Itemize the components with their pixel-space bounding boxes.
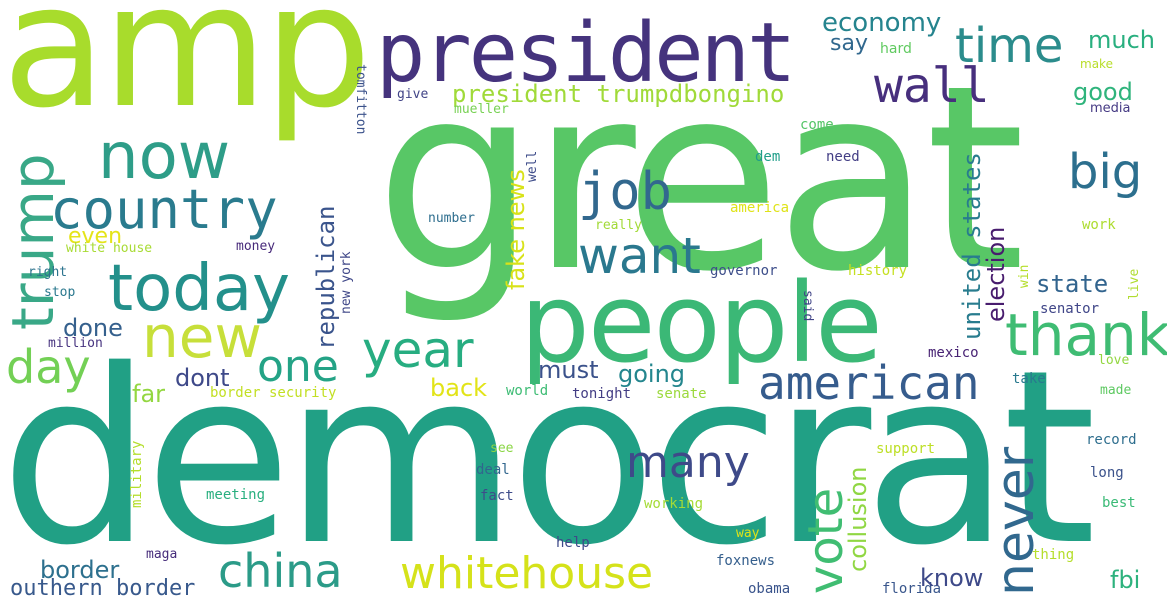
- word-trump: trump: [0, 153, 67, 330]
- word-even: even: [68, 224, 123, 249]
- word-governor: governor: [710, 263, 778, 279]
- word-american: american: [758, 356, 980, 410]
- word-history: history: [848, 263, 908, 279]
- word-thing: thing: [1032, 547, 1075, 563]
- word-united-states: united states: [958, 152, 986, 340]
- word-democrat: democrat: [0, 318, 1096, 598]
- word-day: day: [6, 340, 91, 394]
- word-well: well: [525, 150, 540, 182]
- word-obama: obama: [748, 581, 791, 597]
- word-support: support: [876, 441, 936, 457]
- word-border: border: [40, 556, 120, 584]
- word-new-york: new york: [339, 251, 354, 314]
- word-dem: dem: [755, 149, 781, 165]
- word-state: state: [1036, 270, 1109, 298]
- word-win: win: [1017, 264, 1032, 288]
- word-america: america: [730, 200, 790, 216]
- word-record: record: [1086, 432, 1137, 448]
- word-done: done: [63, 314, 123, 342]
- word-tonight: tonight: [572, 386, 632, 402]
- word-thank: thank: [1005, 301, 1167, 369]
- word-make: make: [1080, 57, 1113, 71]
- word-much: much: [1088, 26, 1155, 54]
- word-people: people: [520, 259, 883, 387]
- word-southern-border: outhern border: [10, 576, 196, 601]
- word-wall: wall: [874, 58, 990, 114]
- word-come: come: [800, 117, 834, 133]
- word-said: said: [800, 290, 815, 322]
- word-big: big: [1068, 144, 1143, 200]
- word-new: new: [142, 303, 262, 371]
- word-whitehouse: whitehouse: [400, 548, 654, 599]
- word-say: say: [830, 31, 868, 56]
- word-world: world: [506, 383, 549, 399]
- word-china: china: [218, 544, 343, 598]
- word-love: love: [1098, 353, 1130, 368]
- word-maga: maga: [146, 547, 178, 562]
- word-country: country: [50, 178, 278, 241]
- word-white-house: white house: [66, 241, 153, 256]
- word-made: made: [1100, 383, 1132, 398]
- word-media: media: [1090, 101, 1131, 116]
- word-economy: economy: [822, 8, 942, 38]
- word-right: right: [28, 265, 68, 280]
- word-election: election: [982, 226, 1010, 322]
- word-far: far: [132, 380, 166, 408]
- word-help: help: [556, 535, 590, 551]
- word-never: never: [986, 446, 1046, 596]
- word-million: million: [48, 336, 103, 351]
- word-really: really: [595, 218, 642, 233]
- word-today: today: [108, 252, 290, 326]
- word-collusion: collusion: [844, 466, 872, 573]
- word-senator: senator: [1040, 301, 1100, 317]
- word-need: need: [826, 149, 860, 165]
- word-fake-news: fake news: [502, 169, 530, 290]
- word-deal: deal: [476, 462, 510, 478]
- word-working: working: [644, 496, 704, 512]
- word-republican: republican: [312, 205, 340, 351]
- word-many: many: [626, 437, 750, 488]
- word-president-trumpdbongino: president trumpdbongino: [452, 80, 785, 108]
- word-way: way: [736, 526, 760, 541]
- word-time: time: [955, 18, 1064, 74]
- word-year: year: [362, 321, 474, 379]
- word-live: live: [1127, 268, 1142, 300]
- word-now: now: [98, 120, 231, 194]
- word-must: must: [538, 356, 599, 384]
- word-work: work: [1082, 217, 1116, 233]
- word-vote: vote: [798, 487, 854, 594]
- word-see: see: [490, 441, 514, 456]
- word-number: number: [428, 211, 475, 226]
- word-take: take: [1012, 371, 1046, 387]
- word-know: know: [920, 564, 984, 592]
- word-border-security: border security: [210, 385, 337, 401]
- word-money: money: [236, 239, 276, 254]
- word-fbi: fbi: [1110, 566, 1141, 594]
- word-military: military: [129, 440, 145, 508]
- word-amp: amp: [2, 0, 372, 146]
- word-dont: dont: [175, 364, 230, 392]
- word-back: back: [430, 374, 488, 402]
- word-hard: hard: [880, 41, 912, 57]
- word-good: good: [1073, 78, 1133, 106]
- word-senate: senate: [656, 386, 707, 402]
- word-long: long: [1090, 465, 1124, 481]
- word-florida: florida: [882, 581, 942, 597]
- word-fact: fact: [480, 488, 514, 504]
- word-great: great: [375, 31, 1025, 328]
- word-stop: stop: [44, 285, 76, 300]
- word-going: going: [618, 360, 686, 388]
- word-foxnews: foxnews: [716, 553, 776, 569]
- word-job: job: [578, 162, 672, 222]
- word-president: president: [376, 6, 796, 101]
- word-give: give: [397, 87, 429, 102]
- word-tomfitton: tomfitton: [353, 64, 368, 135]
- word-want: want: [578, 227, 701, 285]
- word-meeting: meeting: [206, 487, 266, 503]
- word-one: one: [257, 341, 339, 392]
- word-mexico: mexico: [928, 345, 979, 361]
- word-best: best: [1102, 495, 1136, 511]
- word-mueller: mueller: [454, 102, 509, 117]
